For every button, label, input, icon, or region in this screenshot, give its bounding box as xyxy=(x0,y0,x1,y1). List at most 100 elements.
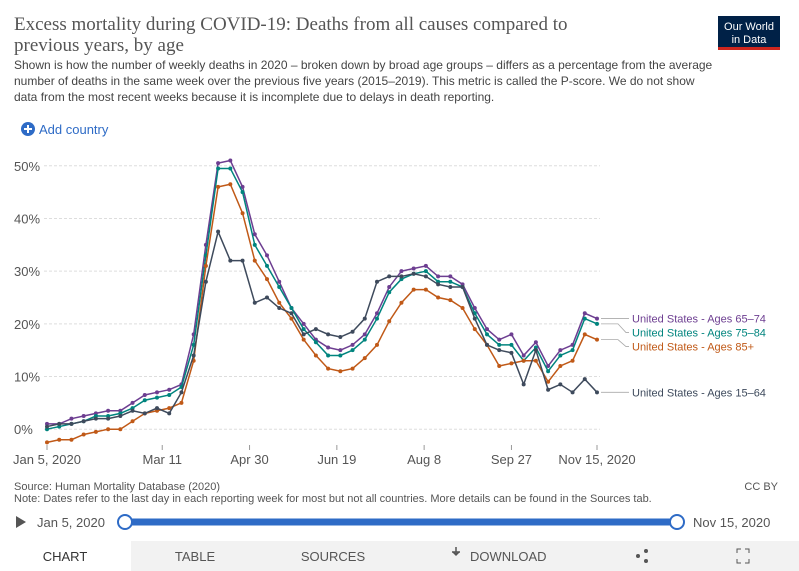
tab[interactable]: CHART xyxy=(43,549,88,564)
y-tick-label: 50% xyxy=(14,159,40,174)
data-point xyxy=(338,369,343,374)
timeline-handle[interactable] xyxy=(117,514,133,530)
data-point xyxy=(546,379,551,384)
share-icon[interactable] xyxy=(636,549,648,563)
data-point xyxy=(326,332,331,337)
data-point xyxy=(399,269,404,274)
tab-active[interactable] xyxy=(0,541,131,571)
data-point xyxy=(546,387,551,392)
y-tick-label: 0% xyxy=(14,422,33,437)
data-point xyxy=(252,258,257,263)
data-point xyxy=(582,377,587,382)
data-point xyxy=(167,387,172,392)
data-point xyxy=(106,416,111,421)
data-point xyxy=(203,279,208,284)
data-point xyxy=(265,295,269,300)
data-point xyxy=(350,342,355,347)
data-point xyxy=(228,158,233,163)
data-point xyxy=(362,316,367,321)
data-point xyxy=(497,348,502,353)
data-point xyxy=(142,392,147,397)
data-point xyxy=(265,253,269,258)
data-point xyxy=(338,348,343,353)
data-point xyxy=(582,311,587,316)
data-point xyxy=(375,279,379,284)
data-point xyxy=(558,348,563,353)
data-point xyxy=(216,184,221,189)
add-country[interactable]: Add country xyxy=(39,122,109,137)
data-point xyxy=(93,416,98,421)
data-point xyxy=(155,406,159,411)
tab[interactable]: SOURCES xyxy=(301,549,366,564)
data-point xyxy=(546,363,551,368)
data-point xyxy=(265,277,269,282)
fullscreen-icon[interactable] xyxy=(736,548,750,564)
data-point xyxy=(179,400,184,405)
license[interactable]: CC BY xyxy=(744,481,778,493)
data-point xyxy=(460,306,465,311)
timeline-end: Nov 15, 2020 xyxy=(693,515,770,530)
data-point xyxy=(142,411,147,416)
data-point xyxy=(240,190,245,195)
data-point xyxy=(81,419,86,424)
data-point xyxy=(216,166,221,171)
data-point xyxy=(448,284,453,289)
series-line xyxy=(46,183,598,444)
data-point xyxy=(497,363,502,368)
data-point xyxy=(521,382,526,387)
data-point xyxy=(277,300,282,305)
data-point xyxy=(387,274,392,279)
data-point xyxy=(69,416,74,421)
x-tick-label: Jan 5, 2020 xyxy=(13,452,81,467)
data-point xyxy=(240,184,245,189)
legend-label: United States - Ages 15–64 xyxy=(632,387,766,399)
data-point xyxy=(472,327,477,332)
data-point xyxy=(313,327,318,332)
chart-title: Excess mortality during COVID-19: Deaths… xyxy=(14,14,568,35)
data-point xyxy=(167,406,172,411)
data-point xyxy=(301,321,306,326)
data-point xyxy=(362,356,367,361)
data-point xyxy=(558,353,563,358)
data-point xyxy=(69,421,74,426)
data-point xyxy=(423,269,428,274)
data-point xyxy=(533,340,538,345)
data-point xyxy=(570,348,575,353)
data-point xyxy=(497,342,502,347)
data-point xyxy=(240,258,245,263)
data-point xyxy=(81,432,86,437)
data-point xyxy=(93,429,98,434)
data-point xyxy=(521,353,526,358)
play-button[interactable] xyxy=(16,516,26,528)
data-point xyxy=(448,279,453,284)
data-point xyxy=(338,335,343,340)
tab[interactable]: TABLE xyxy=(175,549,216,564)
data-point xyxy=(582,332,587,337)
data-point xyxy=(570,358,575,363)
series-line xyxy=(46,229,598,428)
y-tick-label: 40% xyxy=(14,211,40,226)
timeline-handle[interactable] xyxy=(669,514,685,530)
data-point xyxy=(130,408,135,413)
legend-label: United States - Ages 65–74 xyxy=(632,314,766,326)
data-point xyxy=(155,390,159,395)
x-tick-label: Aug 8 xyxy=(407,452,441,467)
data-point xyxy=(289,306,294,311)
data-point xyxy=(411,271,416,276)
data-point xyxy=(326,353,331,358)
data-point xyxy=(375,311,379,316)
tab[interactable]: DOWNLOAD xyxy=(470,549,547,564)
data-point xyxy=(509,332,514,337)
x-tick-label: Mar 11 xyxy=(142,452,182,467)
data-point xyxy=(582,316,587,321)
data-point xyxy=(546,369,551,374)
data-point xyxy=(57,437,62,442)
logo[interactable] xyxy=(718,16,780,50)
x-tick-label: Jun 19 xyxy=(317,452,356,467)
y-tick-label: 10% xyxy=(14,370,40,385)
data-point xyxy=(411,266,416,271)
data-point xyxy=(448,298,453,303)
data-point xyxy=(106,427,111,432)
data-point xyxy=(595,316,599,321)
data-point xyxy=(179,390,184,395)
